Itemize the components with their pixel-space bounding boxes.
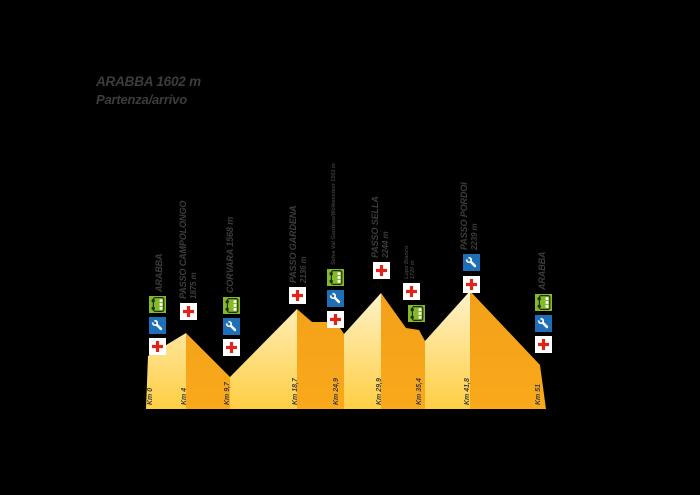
waypoint-name: CORVARA 1568 m <box>225 216 236 293</box>
profile-face-dark-5 <box>381 293 425 409</box>
km-label: Km 18,7 <box>292 378 299 405</box>
first-aid-cross-icon <box>402 283 420 300</box>
waypoint-label: ARABBA <box>537 251 548 290</box>
waypoint-label: PASSO PORDOI 2239 m <box>458 182 479 250</box>
page-title: ARABBA 1602 m <box>96 74 201 89</box>
waypoint-label: PASSO GARDENA 2136 m <box>287 205 308 283</box>
first-aid-cross-icon <box>148 338 166 355</box>
mechanic-wrench-icon <box>326 290 344 307</box>
km-label: Km 35,4 <box>416 378 423 405</box>
waypoint-label: Lupo Bianco 1720 m <box>404 246 416 279</box>
km-label: Km 4 <box>181 387 188 405</box>
page-subtitle: Partenza/arrivo <box>96 92 187 107</box>
mechanic-wrench-icon <box>222 318 240 335</box>
km-label: Km 9,7 <box>224 382 231 405</box>
km-label: Km 51 <box>535 383 542 405</box>
km-label: Km 29,9 <box>376 378 383 405</box>
shuttle-bus-icon <box>407 305 425 322</box>
first-aid-cross-icon <box>534 336 552 353</box>
mechanic-wrench-icon <box>148 317 166 334</box>
waypoint-elevation: 1875 m <box>188 272 197 299</box>
km-label: Km 41,8 <box>464 378 471 405</box>
waypoint-elevation: 2239 m <box>469 223 478 250</box>
waypoint-elevation: 1720 m <box>410 260 416 279</box>
profile-face-light-2 <box>230 309 297 409</box>
waypoint-name: PASSO CAMPOLONGO <box>177 200 188 299</box>
first-aid-cross-icon <box>222 339 240 356</box>
shuttle-bus-icon <box>148 296 166 313</box>
waypoint-label: PASSO CAMPOLONGO 1875 m <box>177 200 198 299</box>
waypoint-name: ARABBA <box>154 253 165 292</box>
waypoint-elevation: 2136 m <box>298 256 307 283</box>
profile-face-dark-7 <box>470 291 546 409</box>
first-aid-cross-icon <box>462 276 480 293</box>
profile-face-light-6 <box>425 291 470 409</box>
shuttle-bus-icon <box>326 269 344 286</box>
waypoint-name: ARABBA <box>537 251 548 290</box>
km-label: Km 24,9 <box>333 378 340 405</box>
shuttle-bus-icon <box>222 297 240 314</box>
waypoint-label: CORVARA 1568 m <box>225 216 236 293</box>
waypoint-label: Selva Val Gardena/Wolkenstein 1563 m <box>331 163 337 265</box>
waypoint-label: PASSO SELLA 2244 m <box>369 196 390 258</box>
waypoint-name: PASSO SELLA <box>369 196 380 258</box>
waypoint-name: PASSO PORDOI <box>458 182 469 250</box>
waypoint-name: PASSO GARDENA <box>287 205 298 283</box>
title-block: ARABBA 1602 m Partenza/arrivo <box>96 74 201 107</box>
first-aid-cross-icon <box>179 303 197 320</box>
waypoint-label: ARABBA <box>154 253 165 292</box>
first-aid-cross-icon <box>288 287 306 304</box>
waypoint-name: Selva Val Gardena/Wolkenstein 1563 m <box>331 163 337 265</box>
waypoint-elevation: 2244 m <box>380 231 389 258</box>
profile-face-dark-1 <box>186 333 230 409</box>
shuttle-bus-icon <box>534 294 552 311</box>
mechanic-wrench-icon <box>534 315 552 332</box>
km-label: Km 0 <box>147 387 154 405</box>
profile-face-light-4 <box>344 293 381 409</box>
first-aid-cross-icon <box>326 311 344 328</box>
first-aid-cross-icon <box>372 262 390 279</box>
mechanic-wrench-icon <box>462 254 480 271</box>
profile-face-dark-3 <box>297 309 344 409</box>
